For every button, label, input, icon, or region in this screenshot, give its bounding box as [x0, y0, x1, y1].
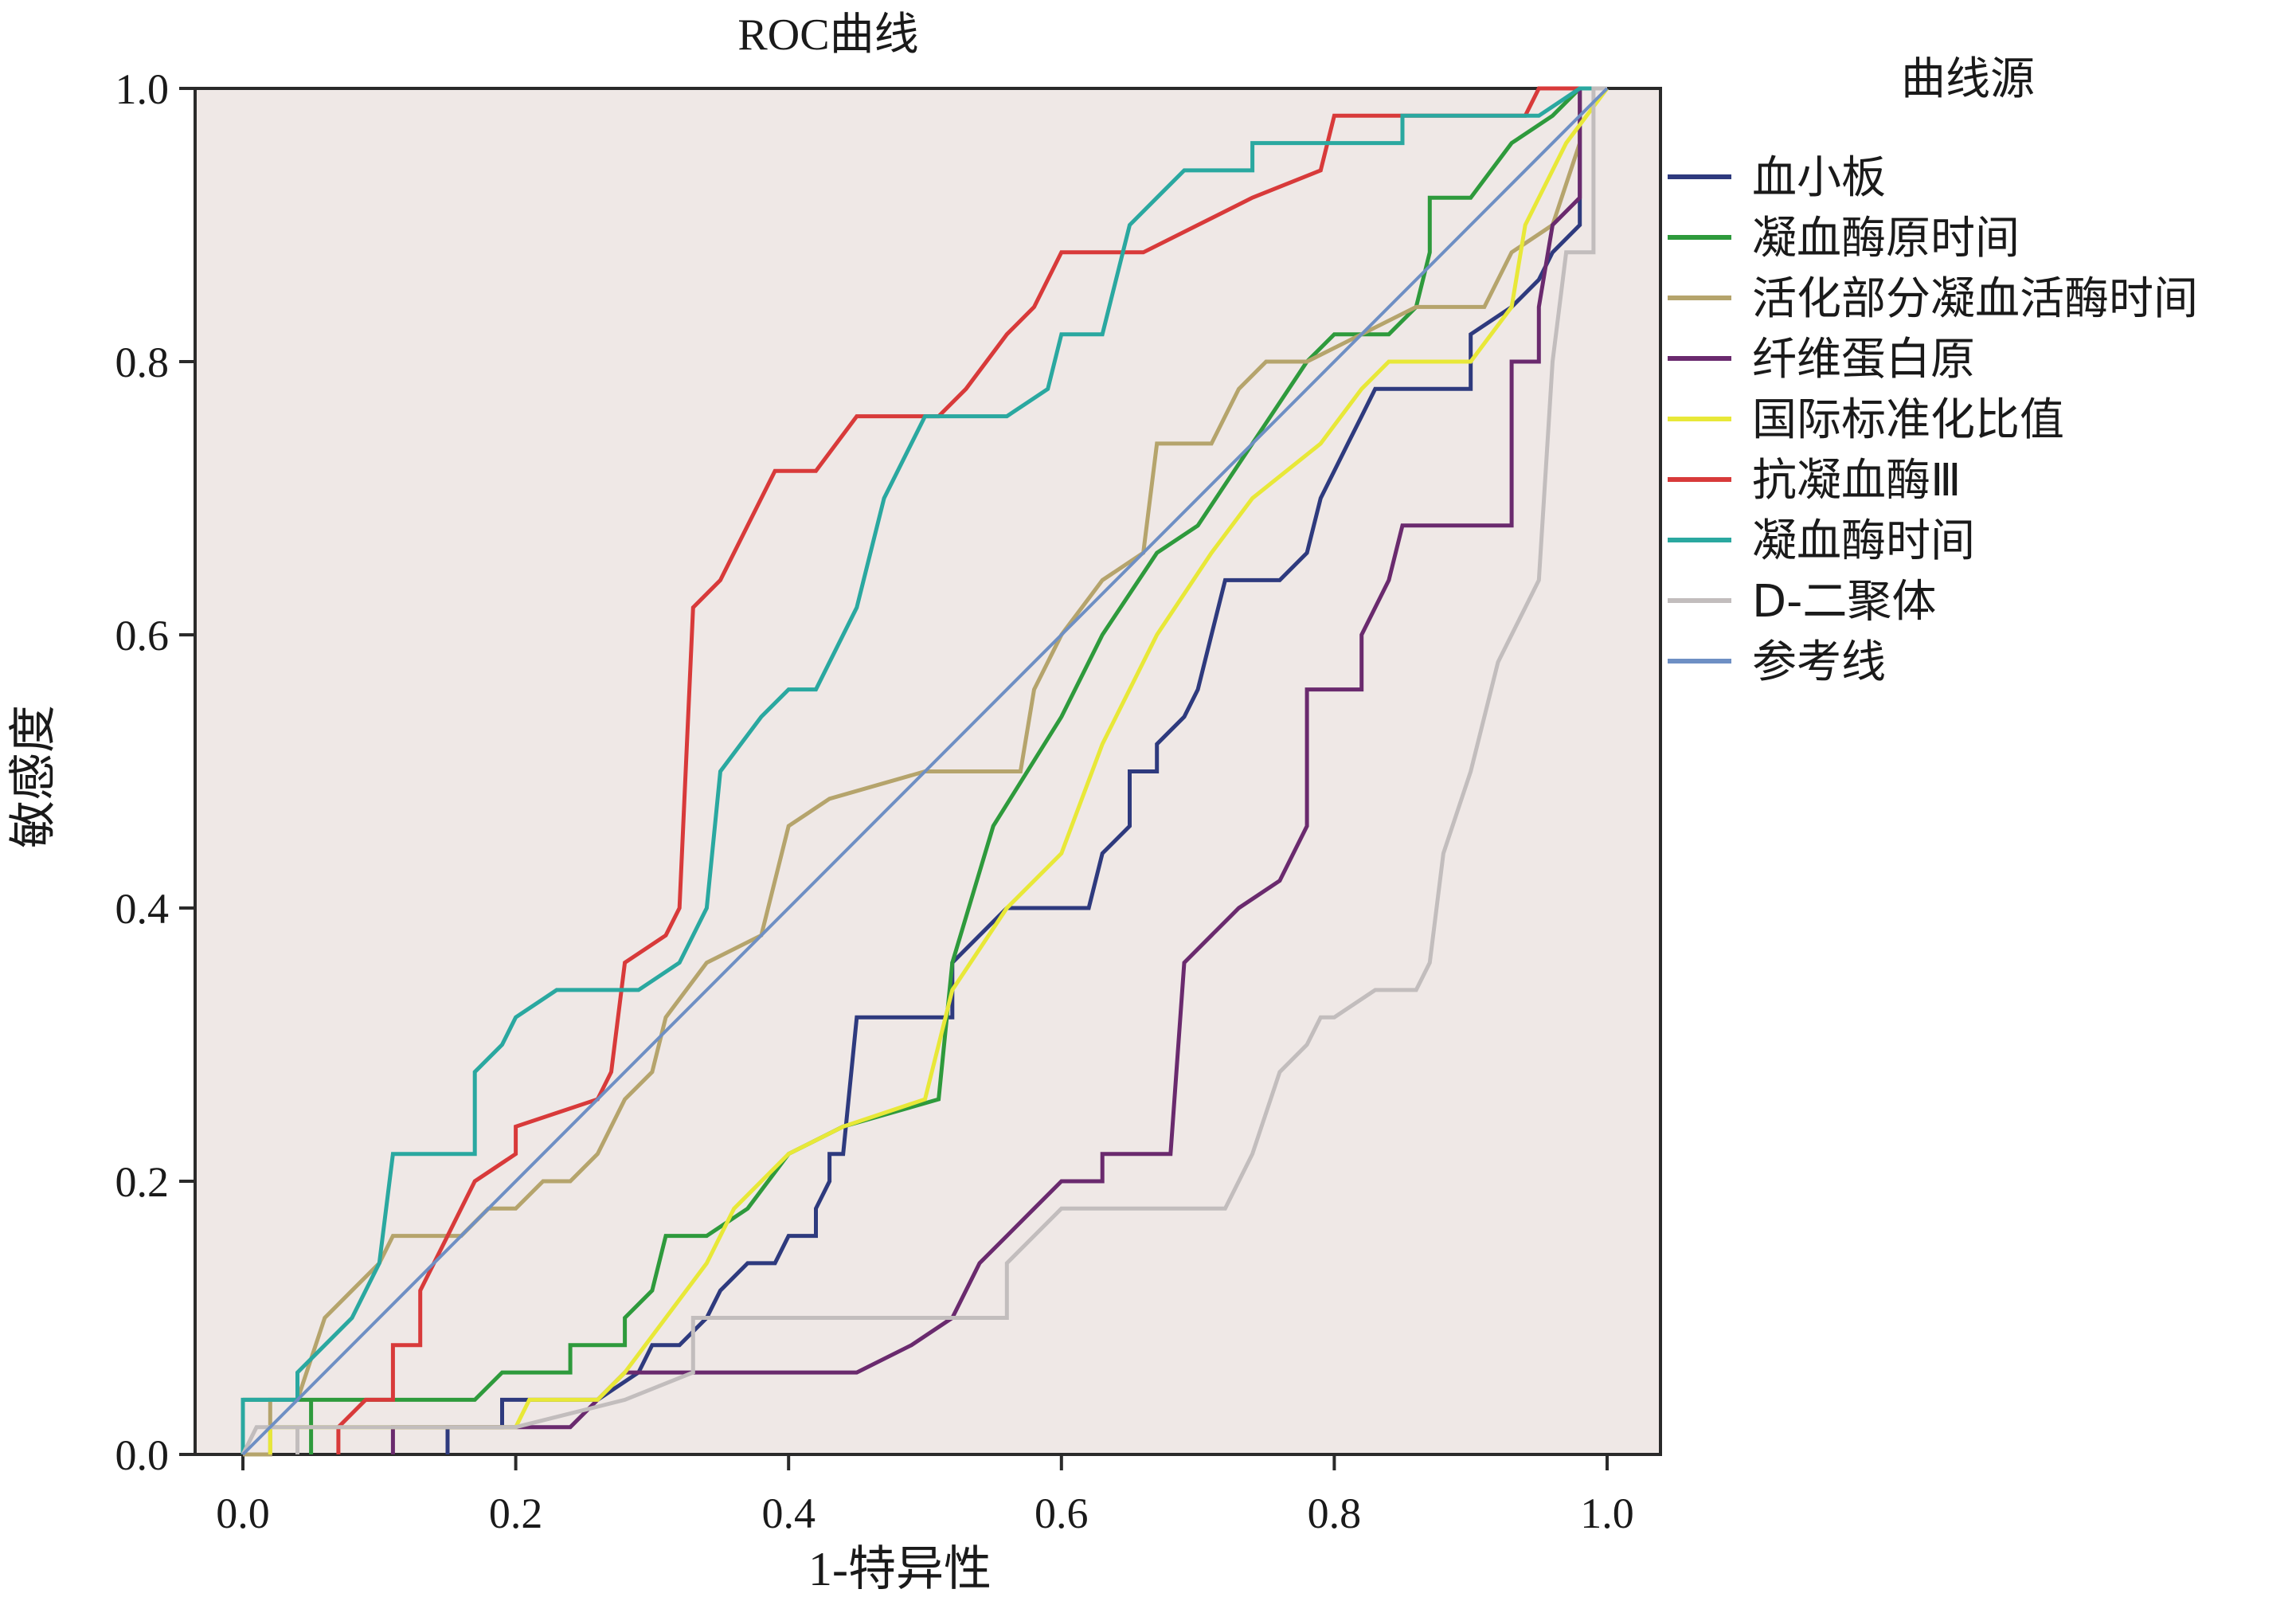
series-line-0 — [445, 86, 1607, 1454]
x-tick-label: 0.0 — [216, 1489, 270, 1537]
series-lines — [241, 86, 1610, 1457]
series-line-6 — [241, 86, 1607, 1454]
legend-label-3: 纤维蛋白原 — [1752, 334, 1975, 386]
x-axis-label: 1-特异性 — [808, 1543, 992, 1595]
series-line-4 — [268, 87, 1610, 1454]
legend-title: 曲线源 — [1901, 53, 2035, 105]
legend-label-8: 参考线 — [1752, 636, 1886, 688]
legend-label-5: 抗凝血酶Ⅲ — [1752, 455, 1962, 507]
series-line-5 — [336, 86, 1607, 1454]
series-line-8 — [241, 87, 1609, 1456]
y-tick-label: 0.4 — [115, 885, 170, 933]
y-tick-label: 0.6 — [115, 612, 170, 660]
y-tick-label: 1.0 — [115, 65, 170, 113]
legend-label-2: 活化部分凝血活酶时间 — [1752, 273, 2198, 325]
axis-ticks: 0.0 0.2 0.4 0.6 0.8 1.0 0.0 0.2 0.4 0.6 0.8 1.0 — [115, 65, 1634, 1537]
series-line-2 — [243, 86, 1607, 1457]
legend-label-4: 国际标准化比值 — [1752, 394, 2064, 446]
x-tick-label: 1.0 — [1580, 1489, 1634, 1537]
y-axis-label: 敏感度 — [7, 705, 60, 848]
y-tick-label: 0.8 — [115, 339, 170, 386]
legend: 曲线源 血小板凝血酶原时间活化部分凝血活酶时间纤维蛋白原国际标准化比值抗凝血酶Ⅲ… — [1668, 53, 2198, 688]
legend-label-6: 凝血酶时间 — [1752, 515, 1975, 567]
x-tick-label: 0.2 — [489, 1489, 543, 1537]
series-line-3 — [390, 86, 1607, 1454]
y-tick-label: 0.0 — [115, 1431, 170, 1479]
series-line-1 — [243, 86, 1607, 1454]
x-tick-label: 0.6 — [1035, 1489, 1089, 1537]
x-tick-label: 0.4 — [761, 1489, 816, 1537]
chart-title: ROC曲线 — [737, 10, 918, 60]
legend-label-1: 凝血酶原时间 — [1752, 213, 2020, 264]
y-tick-label: 0.2 — [115, 1158, 170, 1206]
legend-label-7: D-二聚体 — [1752, 576, 1936, 628]
legend-label-0: 血小板 — [1752, 152, 1886, 204]
series-line-7 — [241, 86, 1607, 1456]
x-tick-label: 0.8 — [1308, 1489, 1362, 1537]
